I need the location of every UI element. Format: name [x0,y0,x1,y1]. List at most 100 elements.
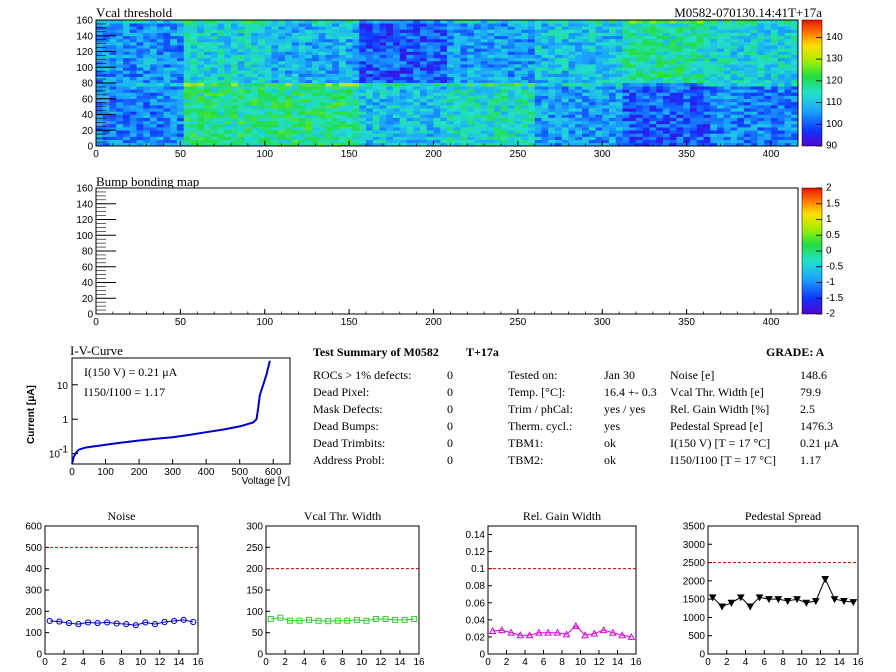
heatmap-cell [197,130,205,134]
heatmap-cell [750,32,758,37]
heatmap-cell [224,35,232,40]
heatmap-cell [129,123,137,128]
heatmap-cell [150,76,158,81]
heatmap-cell [521,42,529,46]
heatmap-cell [588,20,596,24]
heatmap-cell [251,123,259,128]
heatmap-cell [251,57,259,62]
heatmap-cell [244,114,252,118]
heatmap-cell [318,142,326,147]
heatmap-cell [690,76,698,81]
heatmap-cell [224,133,232,137]
heatmap-cell [305,139,313,144]
heatmap-cell [588,136,596,140]
heatmap-cell [413,86,421,90]
data-point [392,616,399,623]
heatmap-cell [494,38,502,43]
heatmap-cell [534,42,542,46]
heatmap-cell [791,70,799,74]
heatmap-cell [534,79,542,84]
heatmap-cell [426,89,434,93]
heatmap-cell [723,51,731,55]
heatmap-cell [244,48,252,52]
heatmap-cell [636,29,644,33]
heatmap-cell [312,57,320,62]
heatmap-cell [190,51,198,55]
heatmap-cell [399,98,407,103]
heatmap-cell [656,32,664,37]
heatmap-cell [251,86,259,90]
heatmap-cell [615,108,623,112]
heatmap-cell [480,54,488,59]
heatmap-cell [136,98,144,103]
heatmap-cell [548,98,556,103]
heatmap-cell [433,45,441,49]
heatmap-cell [264,89,272,93]
heatmap-cell [683,60,691,65]
heatmap-cell [366,51,374,55]
heatmap-cell [129,117,137,122]
heatmap-cell [528,133,536,137]
heatmap-cell [156,105,164,109]
heatmap-cell [386,29,394,33]
heatmap-cell [96,45,104,49]
heatmap-cell [669,70,677,74]
heatmap-cell [291,64,299,68]
heatmap-cell [143,101,151,106]
heatmap-cell [224,136,232,140]
heatmap-cell [150,79,158,84]
heatmap-cell [615,98,623,103]
heatmap-cell [264,29,272,33]
heatmap-cell [136,60,144,65]
heatmap-cell [217,29,225,33]
heatmap-cell [413,98,421,103]
heatmap-cell [723,29,731,33]
heatmap-cell [251,23,259,27]
heatmap-cell [582,51,590,55]
heatmap-cell [561,105,569,109]
data-point [507,628,515,636]
heatmap-cell [764,48,772,52]
heatmap-cell [352,67,360,71]
heatmap-cell [555,98,563,103]
heatmap-cell [460,98,468,103]
heatmap-cell [480,92,488,96]
heatmap-cell [278,101,286,106]
heatmap-cell [116,38,124,43]
heatmap-cell [514,76,522,81]
heatmap-cell [636,111,644,115]
heatmap-cell [690,139,698,144]
heatmap-cell [426,142,434,147]
heatmap-cell [204,35,212,40]
heatmap-cell [642,76,650,81]
heatmap-cell [575,67,583,71]
heatmap-cell [440,64,448,68]
heatmap-cell [656,89,664,93]
heatmap-cell [588,38,596,43]
palette-tick-label: -2 [826,309,835,320]
heatmap-cell [109,127,117,131]
palette-tick-label: 1 [826,214,832,225]
heatmap-cell [244,98,252,103]
heatmap-cell [278,42,286,46]
heatmap-cell [703,60,711,65]
heatmap-cell [197,89,205,93]
heatmap-cell [690,142,698,147]
heatmap-cell [379,111,387,115]
heatmap-cell [237,130,245,134]
heatmap-cell [271,64,279,68]
heatmap-cell [325,76,333,81]
heatmap-cell [730,114,738,118]
heatmap-cell [420,98,428,103]
heatmap-cell [163,101,171,106]
heatmap-cell [528,142,536,147]
heatmap-cell [514,86,522,90]
heatmap-cell [447,35,455,40]
heatmap-cell [163,111,171,115]
heatmap-cell [548,139,556,144]
heatmap-cell [426,29,434,33]
heatmap-cell [663,142,671,147]
heatmap-cell [757,35,765,40]
